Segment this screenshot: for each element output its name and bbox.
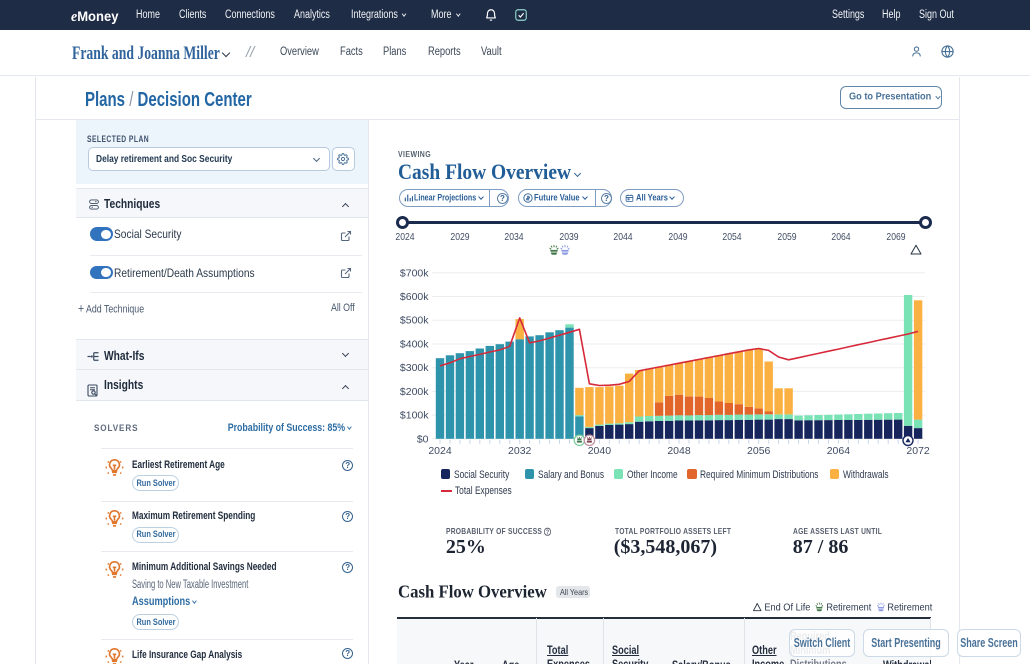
svg-text:$0: $0 [417,433,429,445]
svg-text:$100k: $100k [400,410,429,422]
svg-text:$200k: $200k [400,386,429,398]
svg-text:2040: 2040 [588,445,612,457]
svg-text:2024: 2024 [428,445,452,457]
svg-text:$300k: $300k [400,362,429,374]
svg-text:$400k: $400k [400,339,429,351]
svg-text:$500k: $500k [400,315,429,327]
svg-text:$600k: $600k [400,291,429,303]
svg-text:$700k: $700k [400,267,429,279]
svg-text:2032: 2032 [508,445,532,457]
svg-text:2072: 2072 [906,445,930,457]
svg-text:2048: 2048 [667,445,691,457]
svg-text:2064: 2064 [827,445,851,457]
svg-text:2056: 2056 [747,445,771,457]
